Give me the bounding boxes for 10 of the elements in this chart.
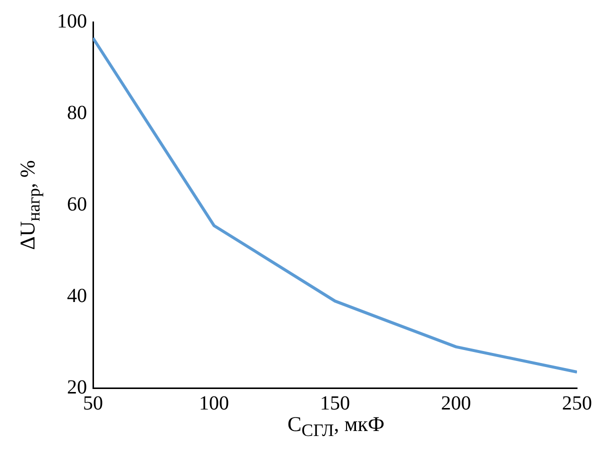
y-tick-label: 40: [67, 284, 87, 307]
y-tick-label: 80: [67, 102, 87, 124]
y-tick-label: 100: [57, 10, 87, 32]
x-tick-label: 50: [83, 392, 103, 414]
x-tick-label: 100: [199, 392, 229, 414]
x-tick-label: 200: [441, 392, 471, 414]
x-tick-label: 250: [562, 392, 592, 414]
x-axis-title: C$_{СГЛ}$, мкФ: [288, 412, 384, 442]
x-tick-label: 150: [320, 392, 350, 414]
y-tick-label: 60: [67, 193, 87, 216]
